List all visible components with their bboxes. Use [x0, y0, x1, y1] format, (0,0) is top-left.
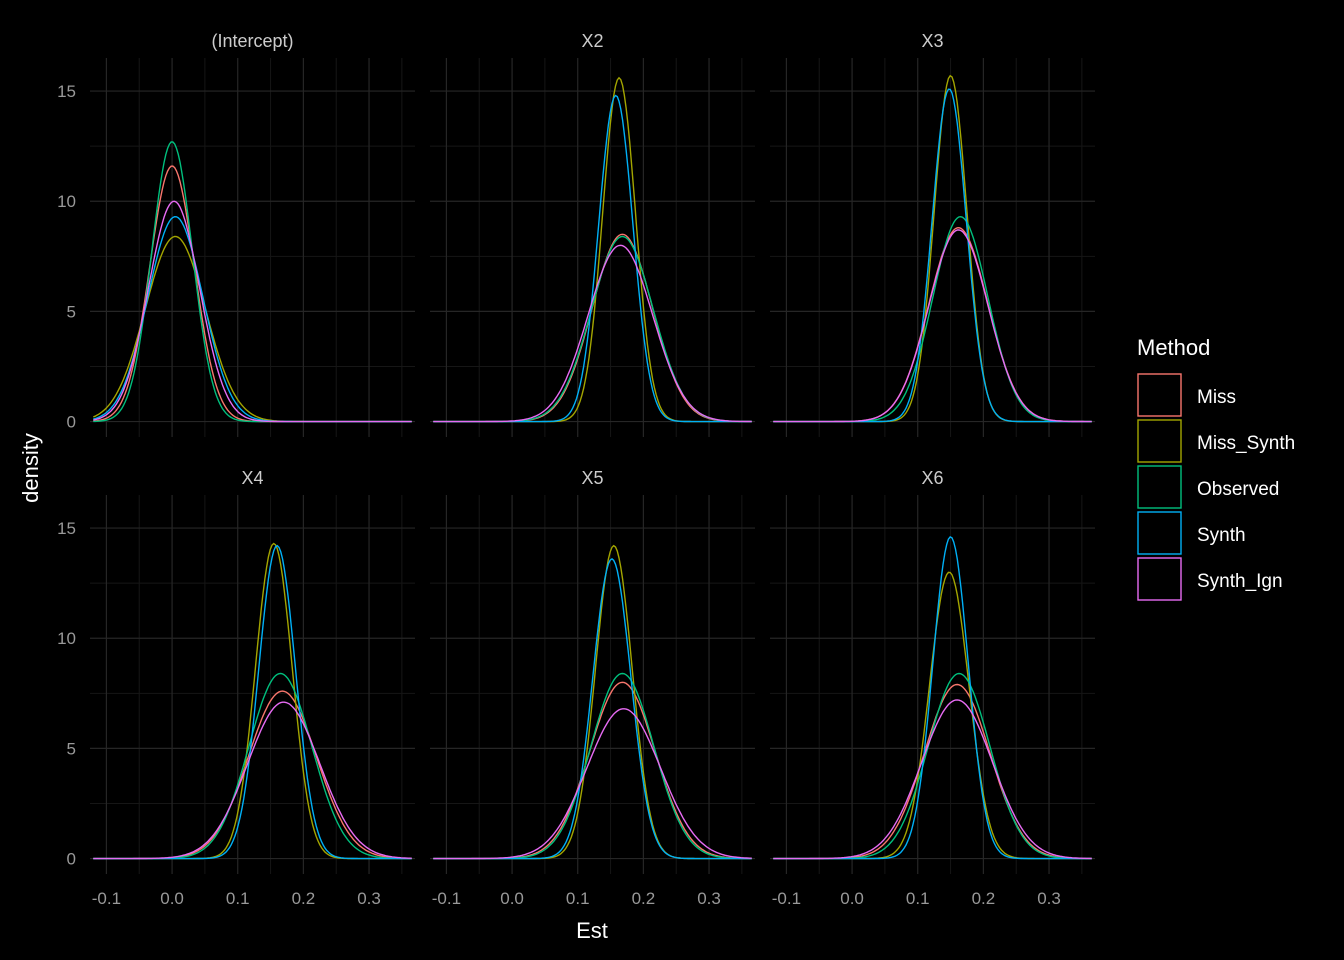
density-line-synth-ign [773, 699, 1092, 860]
legend-label: Synth [1197, 525, 1246, 546]
density-line-synth-ign [433, 244, 752, 423]
facet-title: X3 [921, 31, 943, 51]
y-tick-label: 0 [67, 850, 76, 869]
x-tick-label: 0.2 [972, 889, 996, 908]
legend-label: Miss [1197, 387, 1236, 408]
x-tick-label: -0.1 [432, 889, 461, 908]
facet-panel-1: (Intercept) [90, 31, 415, 437]
density-line-synth-ign [433, 708, 752, 860]
facet-panels: (Intercept) X2 X3 X4 X5 X6 [90, 31, 1095, 874]
facet-title: X2 [581, 31, 603, 51]
x-tick-label: 0.2 [292, 889, 316, 908]
facet-title: X5 [581, 468, 603, 488]
x-tick-label: 0.3 [1037, 889, 1061, 908]
y-tick-label: 5 [67, 302, 76, 321]
legend: Method Miss Miss_Synth Observed Synth Synth_… [1137, 335, 1295, 601]
density-line-synth-ign [773, 229, 1092, 423]
y-tick-label: 5 [67, 739, 76, 758]
facet-panel-2: X2 [430, 31, 755, 437]
axis-labels: 0 5 10 15 0 5 10 15 -0.1 0.0 0.1 0.2 0.3 -0.1 0.0 0.1 0.… [57, 82, 1061, 908]
x-tick-label: 0.3 [357, 889, 381, 908]
legend-key-synth-ign [1137, 557, 1182, 601]
legend-key-miss-synth [1137, 419, 1182, 463]
x-tick-label: -0.1 [92, 889, 121, 908]
x-tick-label: 0.0 [160, 889, 184, 908]
facet-panel-3: X3 [770, 31, 1095, 437]
facet-panel-4: X4 [90, 468, 415, 874]
legend-key-synth [1137, 511, 1182, 555]
y-tick-label: 10 [57, 629, 76, 648]
y-tick-label: 10 [57, 192, 76, 211]
x-tick-label: 0.1 [226, 889, 250, 908]
legend-label: Observed [1197, 479, 1279, 500]
x-axis-title: Est [576, 918, 608, 943]
legend-label: Synth_Ign [1197, 571, 1283, 592]
legend-title: Method [1137, 335, 1210, 360]
legend-key-miss [1137, 373, 1182, 417]
x-tick-label: -0.1 [772, 889, 801, 908]
y-axis-title: density [18, 433, 43, 503]
facet-panel-6: X6 [770, 468, 1095, 874]
x-tick-label: 0.0 [840, 889, 864, 908]
y-tick-label: 15 [57, 519, 76, 538]
facet-panel-5: X5 [430, 468, 755, 874]
x-tick-label: 0.0 [500, 889, 524, 908]
x-tick-label: 0.3 [697, 889, 721, 908]
x-tick-label: 0.2 [632, 889, 656, 908]
density-line-synth-ign [93, 701, 412, 860]
y-tick-label: 15 [57, 82, 76, 101]
facet-title: X6 [921, 468, 943, 488]
legend-label: Miss_Synth [1197, 433, 1295, 454]
legend-key-observed [1137, 465, 1182, 509]
x-tick-label: 0.1 [566, 889, 590, 908]
density-line-synth-ign [93, 200, 412, 423]
x-tick-label: 0.1 [906, 889, 930, 908]
y-tick-label: 0 [67, 413, 76, 432]
facet-title: (Intercept) [211, 31, 293, 51]
facet-title: X4 [241, 468, 263, 488]
